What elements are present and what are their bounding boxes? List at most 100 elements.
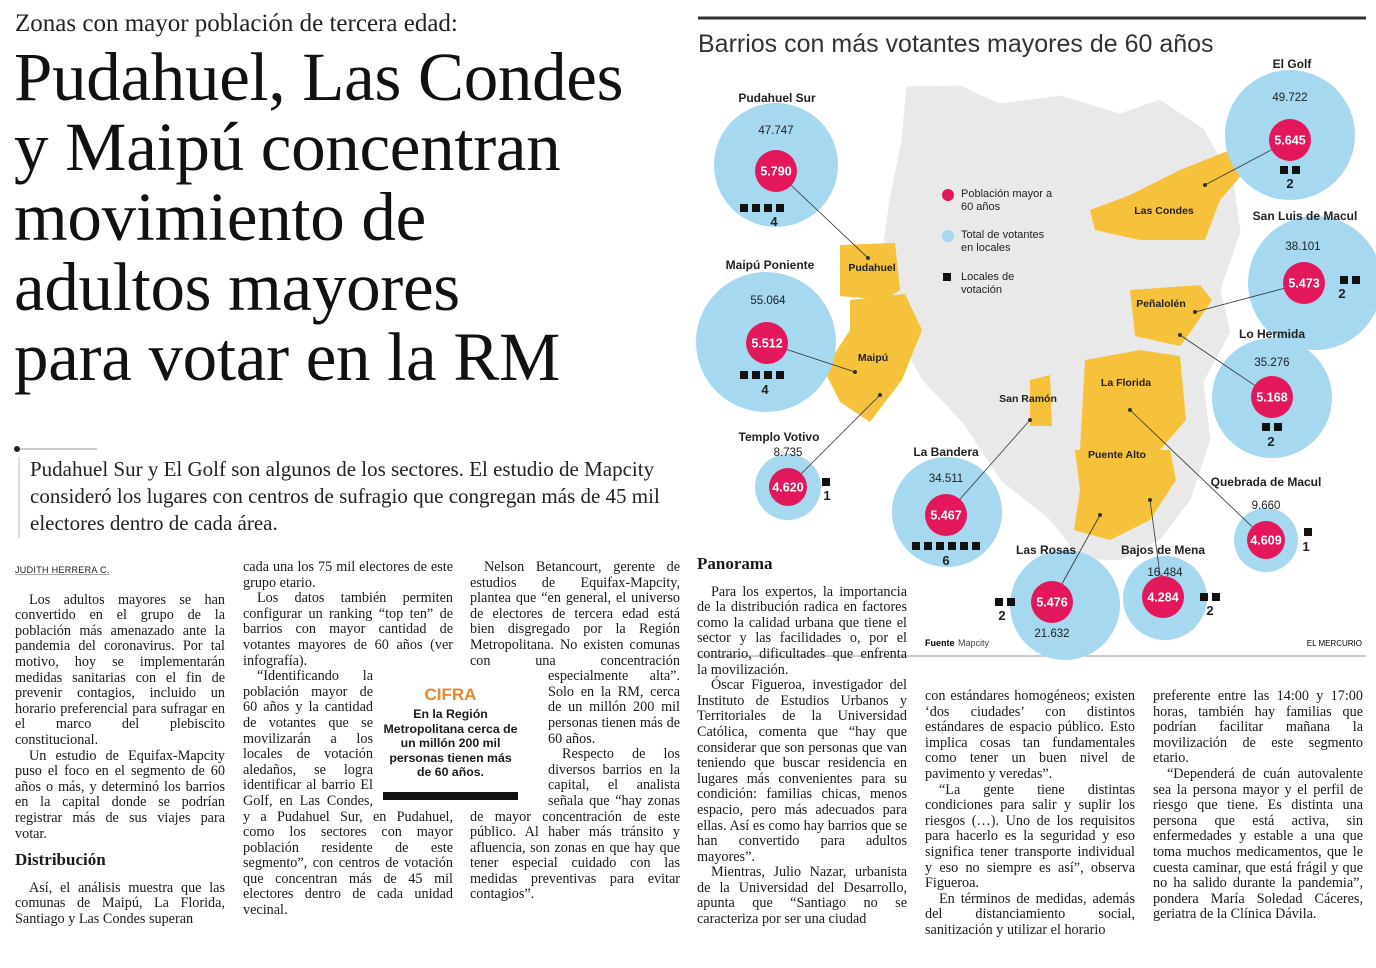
polling-place [740,204,748,212]
kicker: Zonas con mayor población de tercera eda… [15,10,458,37]
sidebar-label: CIFRA [424,685,477,704]
infographic-title: Barrios con más votantes mayores de 60 a… [698,30,1214,58]
population-60: 5.467 [930,509,961,523]
paragraph: cada una los 75 mil electores de este gr… [243,559,453,591]
source: Mapcity [958,638,990,648]
headline-line: movimiento de [14,179,426,255]
polling-place [1352,276,1360,284]
leader-dot [1193,310,1197,314]
map-label: Puente Alto [1088,449,1146,461]
polling-place [752,371,760,379]
polling-count: 4 [761,382,769,397]
population-60: 5.512 [751,337,782,351]
paragraph: Mientras, Julio Nazar, urbanista de la U… [697,864,907,928]
barrio-name: Templo Votivo [739,430,820,444]
total-voters: 34.511 [929,473,963,485]
barrio-name: Bajos de Mena [1121,543,1205,557]
article-column: preferente entre las 14:00 y 17:00 horas… [1153,688,1363,923]
district [1074,450,1176,540]
leader-line [945,419,1031,516]
leader-dot [1148,498,1152,502]
legend-label: Locales de votación [961,271,1015,296]
elderly-circle [925,494,967,536]
population-60: 4.284 [1147,591,1178,605]
leader-line [775,170,869,259]
subheading: Panorama [697,554,773,573]
polling-place [764,204,772,212]
paragraph: Nelson Betancourt, gerente de estudios d… [470,559,680,747]
polling-place [948,542,956,550]
elderly-circle [755,150,797,192]
barrio-name: Lo Hermida [1239,327,1305,341]
polling-count: 1 [823,488,830,503]
total-voters: 38.101 [1285,241,1320,253]
polling-place [740,371,748,379]
polling-place [1292,166,1300,174]
polling-place [924,542,932,550]
population-60: 5.645 [1274,134,1305,148]
paragraph: Los adultos mayores se han convertido en… [15,591,225,748]
total-voters: 47.747 [758,125,793,137]
paragraph: Respecto de los diversos barrios en la c… [470,746,680,903]
paragraph: “Identificando la población mayor de 60 … [243,668,453,919]
paragraph: “Dependerá de cuán autovalente sea la pe… [1153,765,1363,923]
credit: EL MERCURIO [1307,639,1362,648]
lead-dot [14,446,20,452]
district [1080,350,1186,450]
polling-place [1262,423,1270,431]
leader-dot [1178,333,1182,337]
leader-dot [1128,408,1132,412]
elderly-circle [746,322,788,364]
total-voters: 21.632 [1034,628,1069,640]
article-column: cada una los 75 mil electores de este gr… [243,559,453,919]
population-60: 5.168 [1256,391,1287,405]
paragraph: En términos de medidas, además del dista… [925,890,1135,938]
total-voters: 9.660 [1252,500,1281,512]
sidebar: CIFRA En la Región Metropolitana cerca d… [383,683,518,800]
total-voters: 55.064 [750,295,786,307]
district [824,294,922,422]
legend-label: Total de votantes en locales [961,229,1045,254]
leader-dot [878,393,882,397]
polling-place [1280,166,1288,174]
elderly-circle [769,468,807,506]
article-column: Nelson Betancourt, gerente de estudios d… [470,559,680,903]
polling-count: 4 [770,214,778,229]
legend-swatch [942,230,954,242]
district [1030,375,1052,426]
paragraph: Así, el análisis muestra que las comunas… [15,879,225,927]
polling-place [1007,598,1015,606]
headline-line: y Maipú concentran [14,109,561,185]
elderly-circle [1247,521,1285,559]
polling-place [1304,528,1312,536]
district [1130,285,1212,346]
article-column: Panorama Para los expertos, la importanci… [697,554,907,928]
polling-place [764,371,772,379]
headline-line: para votar en la RM [14,319,561,395]
map [824,82,1246,564]
total-voters: 16.484 [1147,567,1183,579]
headline-line: Pudahuel, Las Condes [14,39,624,115]
legend-label: Población mayor a 60 años [961,188,1053,213]
polling-count: 2 [1267,434,1274,449]
map-label: Maipú [858,352,888,364]
elderly-circle [1269,119,1311,161]
barrio-name: Pudahuel Sur [738,91,816,105]
leader-dot [1098,513,1102,517]
polling-place [912,542,920,550]
barrio-name: Quebrada de Macul [1211,475,1322,489]
population-60: 4.620 [772,481,803,495]
polling-place [752,204,760,212]
polling-count: 2 [1286,176,1293,191]
elderly-circle [1283,262,1325,304]
total-voters: 8.735 [774,447,803,459]
paragraph: Un estudio de Equifax-Mapcity puso el fo… [15,747,225,842]
polling-count: 1 [1302,539,1309,554]
paragraph: con estándares homogéneos; existen ‘dos … [925,688,1135,782]
sidebar-bar [383,792,518,800]
elderly-circle [1142,576,1184,618]
population-60: 4.609 [1250,534,1281,548]
map-label: La Florida [1101,377,1151,389]
leader-line [1129,409,1267,541]
